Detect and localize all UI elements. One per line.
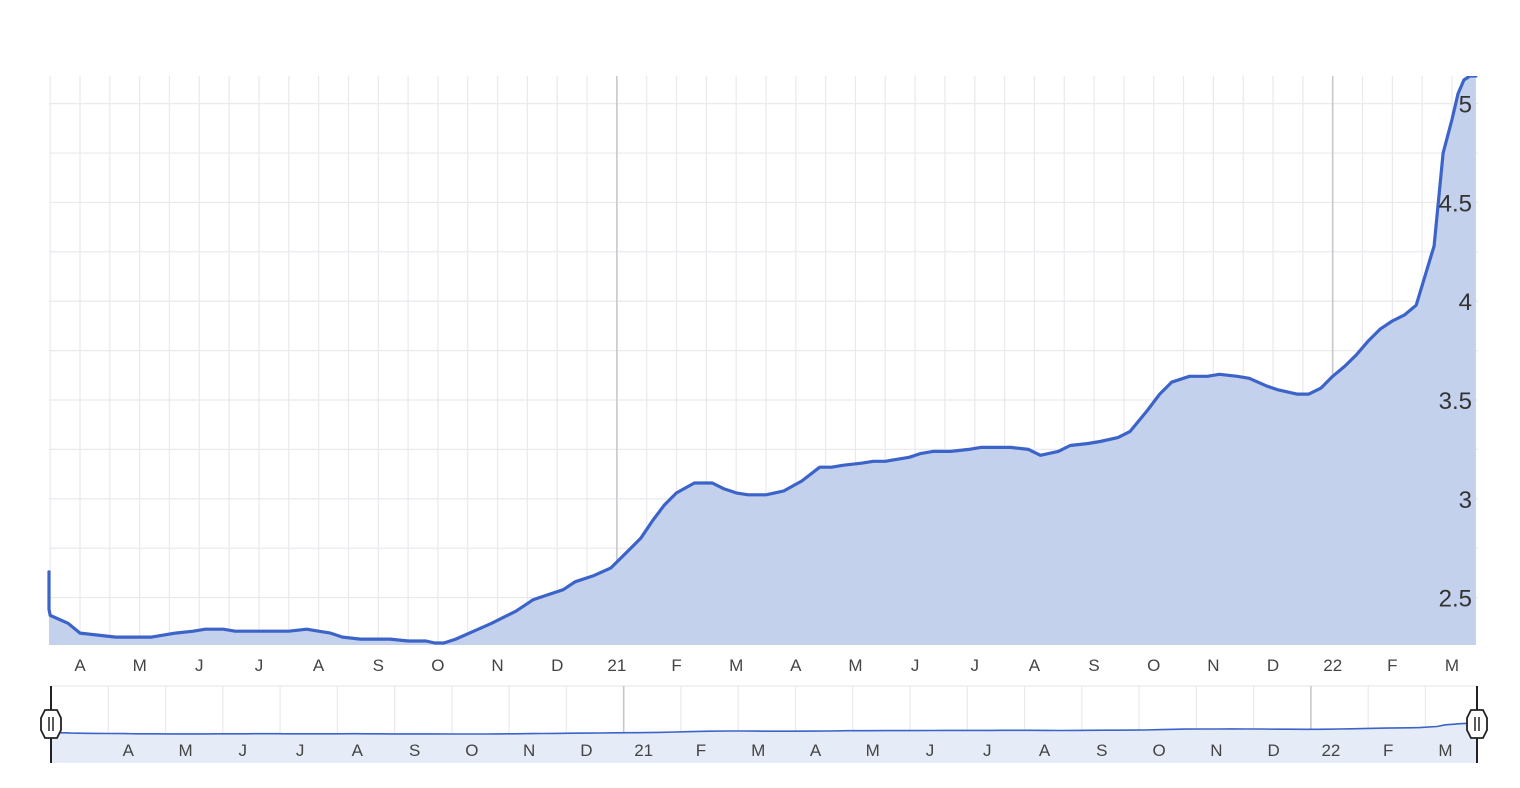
navigator-area: [51, 723, 1477, 763]
y-tick-label: 3: [1459, 487, 1472, 514]
navigator-tick-label: J: [983, 741, 992, 760]
navigator[interactable]: A M J J A S O N D 21 F M A M J J A S O N D 22 F M: [40, 685, 1488, 763]
x-tick-label: A: [1029, 656, 1041, 675]
x-tick-label: M: [1445, 656, 1459, 675]
navigator-tick-label: A: [810, 741, 822, 760]
handle-grip-icon: [40, 709, 62, 739]
x-tick-label: N: [1207, 656, 1219, 675]
x-tick-label: M: [133, 656, 147, 675]
navigator-tick-label: M: [866, 741, 880, 760]
handle-grip-icon: [1466, 709, 1488, 739]
series-line: [47, 74, 1478, 645]
y-tick-label: 3.5: [1439, 388, 1472, 415]
navigator-tick-label: F: [1383, 741, 1393, 760]
x-axis: A M J J A S O N D 21 F M A M J J A S O N D 22 F M: [74, 656, 1459, 675]
x-tick-label: J: [255, 656, 264, 675]
navigator-tick-label: J: [926, 741, 935, 760]
navigator-tick-label: 21: [634, 741, 653, 760]
navigator-tick-label: J: [239, 741, 248, 760]
y-axis: 2.5 3 3.5 4 4.5 5: [1439, 92, 1472, 613]
navigator-tick-label: D: [580, 741, 592, 760]
navigator-tick-label: A: [1039, 741, 1051, 760]
x-tick-label: 21: [607, 656, 626, 675]
navigator-tick-label: N: [523, 741, 535, 760]
x-tick-label: J: [911, 656, 920, 675]
x-tick-label: M: [848, 656, 862, 675]
navigator-tick-label: M: [751, 741, 765, 760]
x-tick-label: O: [1147, 656, 1160, 675]
navigator-tick-label: S: [409, 741, 420, 760]
navigator-tick-label: N: [1210, 741, 1222, 760]
x-tick-label: S: [373, 656, 384, 675]
y-tick-label: 5: [1459, 92, 1472, 119]
navigator-right-handle[interactable]: [1466, 709, 1488, 739]
navigator-tick-label: O: [465, 741, 478, 760]
navigator-tick-label: S: [1096, 741, 1107, 760]
navigator-tick-label: M: [178, 741, 192, 760]
x-tick-label: 22: [1323, 656, 1342, 675]
navigator-tick-label: J: [296, 741, 305, 760]
x-tick-label: F: [671, 656, 681, 675]
y-tick-label: 2.5: [1439, 586, 1472, 613]
navigator-tick-label: M: [1438, 741, 1452, 760]
x-tick-label: D: [1267, 656, 1279, 675]
navigator-tick-label: A: [352, 741, 364, 760]
navigator-left-handle[interactable]: [40, 709, 62, 739]
navigator-tick-label: 22: [1321, 741, 1340, 760]
plot-top-mask: [0, 0, 1520, 76]
series-area: [49, 76, 1476, 645]
navigator-tick-label: F: [696, 741, 706, 760]
x-tick-label: N: [491, 656, 503, 675]
navigator-tick-label: O: [1152, 741, 1165, 760]
navigator-tick-label: D: [1268, 741, 1280, 760]
y-tick-label: 4.5: [1439, 190, 1472, 217]
x-tick-label: S: [1088, 656, 1099, 675]
x-tick-label: O: [431, 656, 444, 675]
navigator-line: [50, 722, 1477, 735]
x-tick-label: D: [551, 656, 563, 675]
y-tick-label: 4: [1459, 289, 1472, 316]
x-tick-label: A: [790, 656, 802, 675]
x-tick-label: F: [1387, 656, 1397, 675]
x-tick-label: J: [195, 656, 204, 675]
main-series: [0, 0, 1520, 645]
x-tick-label: M: [729, 656, 743, 675]
x-tick-label: J: [971, 656, 980, 675]
x-tick-label: A: [313, 656, 325, 675]
x-tick-label: A: [74, 656, 86, 675]
navigator-tick-label: A: [123, 741, 135, 760]
